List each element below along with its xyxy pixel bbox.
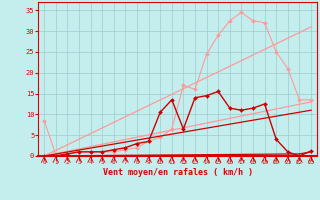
X-axis label: Vent moyen/en rafales ( km/h ): Vent moyen/en rafales ( km/h ) (103, 168, 252, 177)
